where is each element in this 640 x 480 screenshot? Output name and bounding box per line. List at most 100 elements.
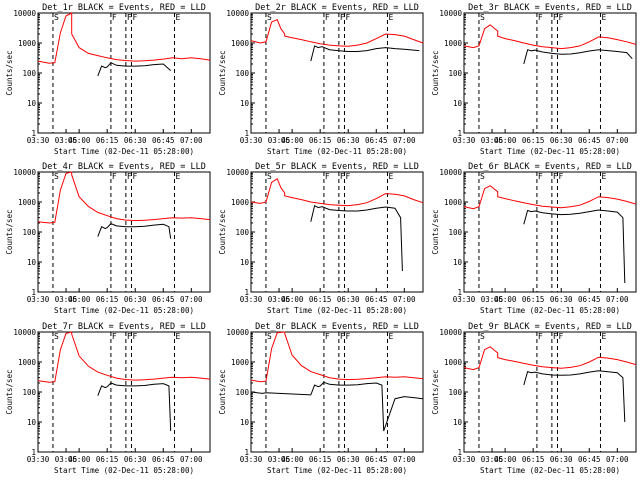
- panel-title: Det_5r BLACK = Events, RED = LLD: [255, 162, 419, 172]
- events-series-line: [97, 223, 172, 239]
- detector-panel: Det_2r BLACK = Events, RED = LLD 1 10 100 10…: [218, 3, 424, 156]
- event-marker-label: E: [388, 13, 393, 22]
- x-tick-label: 03:45: [55, 136, 78, 145]
- event-marker-label: S: [267, 172, 272, 181]
- x-tick-label: 06:00: [68, 136, 91, 145]
- event-marker-label: F: [553, 332, 558, 341]
- event-marker-label: F: [132, 172, 137, 181]
- x-axis-label: Start Time (02-Dec-11 05:28:00): [54, 147, 194, 156]
- y-tick-label: 1000: [231, 358, 250, 367]
- x-tick-label: 03:45: [268, 136, 291, 145]
- x-tick-label: 06:30: [124, 455, 147, 464]
- lld-series-line: [250, 177, 424, 207]
- events-series-line: [97, 382, 172, 432]
- y-tick-label: 1000: [231, 198, 250, 207]
- x-tick-label: 06:00: [68, 455, 91, 464]
- event-marker-label: F: [345, 332, 350, 341]
- event-marker-label: F: [553, 172, 558, 181]
- x-tick-label: 03:45: [481, 295, 504, 304]
- y-tick-label: 100: [448, 228, 462, 237]
- event-marker-label: E: [175, 13, 180, 22]
- x-axis-label: Start Time (02-Dec-11 05:28:00): [267, 306, 407, 315]
- panel-title: Det_7r BLACK = Events, RED = LLD: [42, 322, 206, 332]
- event-marker-label: F: [345, 13, 350, 22]
- events-series-line: [523, 209, 626, 284]
- event-marker-label: S: [267, 332, 272, 341]
- y-tick-label: 10000: [226, 168, 249, 177]
- x-tick-label: 06:45: [578, 136, 601, 145]
- events-series-line: [97, 62, 172, 77]
- y-tick-label: 1: [457, 129, 462, 138]
- x-tick-label: 06:45: [152, 455, 175, 464]
- y-tick-label: 100: [22, 388, 36, 397]
- x-tick-label: 06:45: [152, 295, 175, 304]
- event-marker-label: F: [538, 172, 543, 181]
- plot-frame: [463, 171, 637, 293]
- x-tick-label: 06:00: [281, 455, 304, 464]
- lld-series-line: [250, 331, 424, 383]
- lld-series-line: [463, 185, 637, 210]
- panel-title: Det_9r BLACK = Events, RED = LLD: [468, 322, 632, 332]
- x-tick-label: 06:30: [550, 295, 573, 304]
- x-axis-label: Start Time (02-Dec-11 05:28:00): [267, 466, 407, 475]
- event-marker-label: F: [127, 332, 132, 341]
- y-tick-label: 10000: [439, 328, 462, 337]
- event-marker-label: E: [601, 172, 606, 181]
- y-tick-label: 1: [457, 448, 462, 457]
- y-tick-label: 100: [448, 388, 462, 397]
- events-series-line: [523, 49, 633, 65]
- plot-frame: [463, 12, 637, 134]
- event-marker-label: S: [480, 13, 485, 22]
- y-tick-label: 10: [240, 418, 250, 427]
- panel-title: Det_6r BLACK = Events, RED = LLD: [468, 162, 632, 172]
- event-marker-label: F: [340, 172, 345, 181]
- panel-title: Det_2r BLACK = Events, RED = LLD: [255, 3, 419, 13]
- event-marker-label: F: [558, 172, 563, 181]
- lld-series-line: [37, 331, 211, 383]
- y-tick-label: 1000: [18, 39, 37, 48]
- x-tick-label: 06:15: [96, 295, 119, 304]
- x-tick-label: 03:30: [453, 455, 476, 464]
- x-axis-label: Start Time (02-Dec-11 05:28:00): [54, 306, 194, 315]
- x-tick-label: 03:30: [27, 295, 50, 304]
- x-tick-label: 06:15: [522, 136, 545, 145]
- y-axis-label: Counts/sec: [5, 209, 14, 254]
- event-marker-label: S: [480, 332, 485, 341]
- detector-panel: Det_9r BLACK = Events, RED = LLD 1 10 100 10…: [431, 322, 637, 475]
- x-tick-label: 03:45: [55, 455, 78, 464]
- y-tick-label: 10: [240, 99, 250, 108]
- plot-frame: [250, 331, 424, 453]
- event-marker-label: F: [132, 332, 137, 341]
- y-tick-label: 10000: [13, 9, 36, 18]
- x-tick-label: 06:15: [309, 295, 332, 304]
- y-axis-label: Counts/sec: [218, 209, 227, 254]
- y-tick-label: 10000: [13, 168, 36, 177]
- x-tick-label: 06:45: [365, 455, 388, 464]
- event-marker-label: E: [388, 332, 393, 341]
- y-tick-label: 10000: [226, 9, 249, 18]
- x-tick-label: 06:45: [365, 295, 388, 304]
- y-tick-label: 1000: [18, 198, 37, 207]
- x-axis-label: Start Time (02-Dec-11 05:28:00): [480, 147, 620, 156]
- detector-panel: Det_7r BLACK = Events, RED = LLD 1 10 100 10…: [5, 322, 211, 475]
- event-marker-label: E: [175, 332, 180, 341]
- y-tick-label: 1000: [444, 198, 463, 207]
- event-marker-label: F: [127, 13, 132, 22]
- x-axis-label: Start Time (02-Dec-11 05:28:00): [267, 147, 407, 156]
- x-tick-label: 06:00: [494, 455, 517, 464]
- event-marker-label: F: [345, 172, 350, 181]
- event-marker-label: F: [127, 172, 132, 181]
- x-tick-label: 06:15: [309, 136, 332, 145]
- event-marker-label: F: [340, 332, 345, 341]
- y-tick-label: 1000: [231, 39, 250, 48]
- y-tick-label: 1: [244, 288, 249, 297]
- event-marker-label: F: [132, 13, 137, 22]
- x-tick-label: 06:45: [578, 455, 601, 464]
- x-tick-label: 07:00: [393, 295, 416, 304]
- event-marker-label: F: [325, 13, 330, 22]
- plot-frame: [250, 171, 424, 293]
- x-tick-label: 03:45: [268, 455, 291, 464]
- x-tick-label: 03:30: [453, 136, 476, 145]
